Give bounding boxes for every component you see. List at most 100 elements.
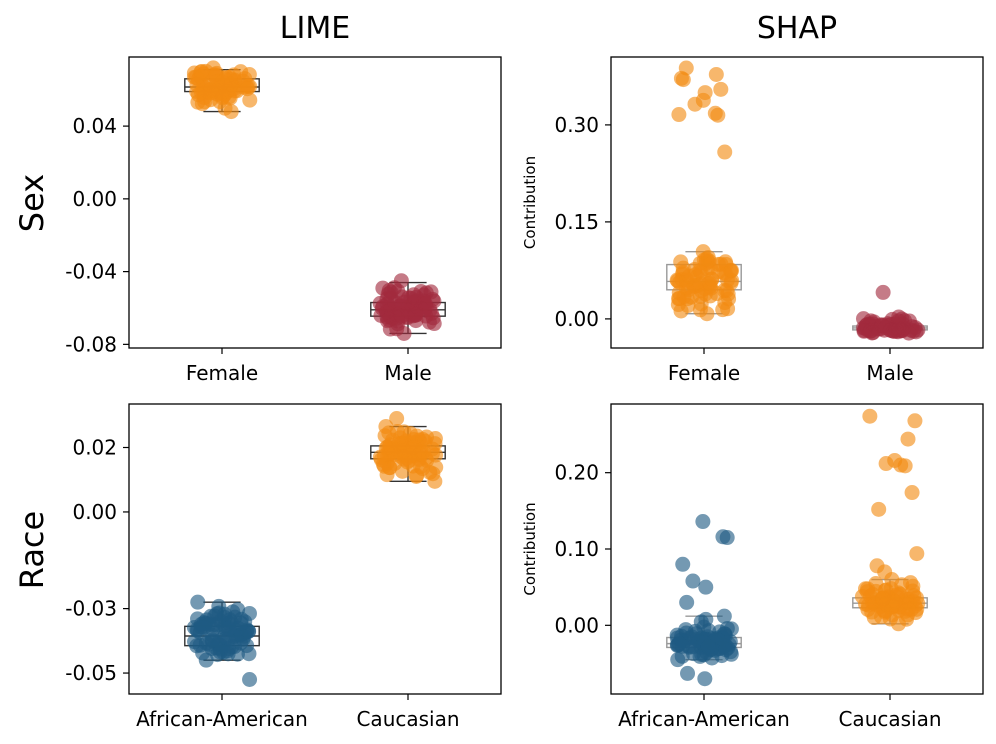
strip-point bbox=[675, 72, 691, 88]
strip-point bbox=[864, 604, 880, 620]
ytick-label: 0.30 bbox=[554, 113, 599, 137]
xtick-label: Male bbox=[384, 361, 431, 385]
strip-point bbox=[425, 445, 441, 461]
strip-point bbox=[700, 639, 716, 655]
strip-point bbox=[901, 325, 917, 341]
ytick-label: 0.00 bbox=[554, 613, 599, 637]
group-female bbox=[666, 60, 742, 322]
strip-point bbox=[875, 590, 891, 606]
strip-point bbox=[905, 583, 921, 599]
strip-point bbox=[391, 436, 407, 452]
ytick-label: 0.00 bbox=[72, 187, 117, 211]
xtick-label: Caucasian bbox=[356, 707, 459, 731]
strip-point bbox=[877, 564, 893, 580]
strip-point bbox=[695, 514, 711, 530]
ytick-label: -0.08 bbox=[65, 332, 117, 356]
xtick-label: Female bbox=[668, 361, 740, 385]
ytick-label: -0.05 bbox=[65, 661, 117, 685]
strip-point bbox=[393, 273, 409, 289]
xtick-label: Male bbox=[866, 361, 913, 385]
y-axis-label: Contribution bbox=[521, 502, 539, 595]
row-label-sex: Sex bbox=[13, 174, 51, 232]
strip-point bbox=[697, 671, 713, 687]
strip-point bbox=[205, 632, 221, 648]
strip-point bbox=[198, 652, 214, 668]
strip-point bbox=[681, 268, 697, 284]
ytick-label: -0.03 bbox=[65, 597, 117, 621]
strip-point bbox=[890, 616, 906, 632]
ytick-label: 0.15 bbox=[554, 210, 599, 234]
strip-point bbox=[233, 615, 249, 631]
strip-point bbox=[875, 284, 891, 300]
col-title-shap: SHAP bbox=[757, 11, 837, 46]
strip-point bbox=[687, 96, 703, 112]
strip-point bbox=[413, 301, 429, 317]
strip-point bbox=[193, 64, 209, 80]
strip-point bbox=[710, 107, 726, 123]
strip-point bbox=[719, 530, 735, 546]
ytick-label: 0.20 bbox=[554, 461, 599, 485]
group-caucasian bbox=[370, 411, 446, 489]
strip-point bbox=[671, 107, 687, 123]
strip-point bbox=[862, 408, 878, 424]
group-caucasian bbox=[852, 408, 928, 632]
strip-point bbox=[680, 665, 696, 681]
strip-point bbox=[379, 296, 395, 312]
strip-point bbox=[719, 283, 735, 299]
ytick-label: 0.02 bbox=[72, 436, 117, 460]
panel-lime-race: 0.02 0.00 -0.03 -0.05 African-American Caucas… bbox=[65, 403, 502, 731]
strip-point bbox=[192, 625, 208, 641]
ytick-label: 0.04 bbox=[72, 114, 117, 138]
strip-point bbox=[242, 672, 258, 687]
strip-point bbox=[413, 459, 429, 475]
strip-point bbox=[396, 325, 412, 341]
strip-point bbox=[699, 306, 715, 322]
ytick-label: 0.00 bbox=[554, 307, 599, 331]
axes-frame bbox=[610, 56, 984, 349]
strip-point bbox=[907, 413, 923, 429]
strip-point bbox=[673, 303, 689, 319]
strip-point bbox=[685, 573, 701, 589]
axes-frame bbox=[128, 56, 502, 349]
xtick-label: African-American bbox=[618, 707, 790, 731]
strip-point bbox=[389, 411, 405, 426]
strip-point bbox=[239, 81, 255, 97]
strip-point bbox=[891, 309, 907, 325]
strip-point bbox=[904, 485, 920, 501]
strip-point bbox=[229, 646, 245, 662]
strip-point bbox=[215, 88, 231, 104]
strip-point bbox=[719, 620, 735, 636]
xtick-label: Female bbox=[186, 361, 258, 385]
strip-point bbox=[674, 638, 690, 654]
axes-frame bbox=[128, 403, 502, 695]
strip-point bbox=[209, 647, 225, 663]
xtick-label: Caucasian bbox=[838, 707, 941, 731]
strip-point bbox=[427, 473, 443, 489]
panel-lime-sex: 0.04 0.00 -0.04 -0.08 Female Male bbox=[65, 56, 502, 385]
strip-point bbox=[409, 428, 425, 444]
strip-point bbox=[381, 312, 397, 328]
strip-point bbox=[897, 458, 913, 474]
strip-point bbox=[856, 323, 872, 339]
group-african-american bbox=[184, 594, 260, 687]
y-axis-label: Contribution bbox=[521, 156, 539, 249]
strip-point bbox=[695, 244, 711, 260]
strip-point bbox=[718, 642, 734, 658]
strip-point bbox=[683, 289, 699, 305]
strip-point bbox=[241, 646, 257, 662]
strip-point bbox=[205, 60, 221, 76]
ytick-label: 0.00 bbox=[72, 500, 117, 524]
axes-frame bbox=[610, 403, 984, 695]
strip-point bbox=[871, 501, 887, 517]
strip-point bbox=[708, 66, 724, 82]
strip-point bbox=[242, 92, 258, 108]
strip-point bbox=[679, 594, 695, 610]
strip-point bbox=[372, 449, 388, 465]
strip-point bbox=[704, 271, 720, 287]
col-title-lime: LIME bbox=[280, 11, 350, 46]
panel-shap-sex: 0.00 0.15 0.30 Female Male Contribution bbox=[521, 56, 984, 385]
panel-shap-race: 0.00 0.10 0.20 African-American Caucasian Con… bbox=[521, 403, 984, 731]
strip-point bbox=[874, 318, 890, 334]
strip-point bbox=[214, 74, 230, 90]
